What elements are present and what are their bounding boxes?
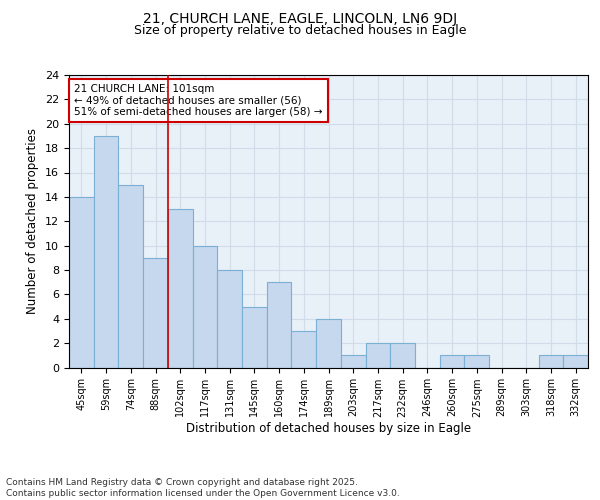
Bar	[168, 209, 193, 368]
Bar	[118, 184, 143, 368]
Bar	[316, 319, 341, 368]
Text: 21 CHURCH LANE: 101sqm
← 49% of detached houses are smaller (56)
51% of semi-det: 21 CHURCH LANE: 101sqm ← 49% of detached…	[74, 84, 323, 117]
Bar	[390, 343, 415, 367]
Text: 21, CHURCH LANE, EAGLE, LINCOLN, LN6 9DJ: 21, CHURCH LANE, EAGLE, LINCOLN, LN6 9DJ	[143, 12, 457, 26]
Bar	[69, 197, 94, 368]
Bar	[464, 356, 489, 368]
Bar	[440, 356, 464, 368]
Bar	[341, 356, 365, 368]
Bar	[193, 246, 217, 368]
Bar	[242, 306, 267, 368]
Bar	[143, 258, 168, 368]
Bar	[94, 136, 118, 368]
Bar	[365, 343, 390, 367]
Bar	[563, 356, 588, 368]
Bar	[217, 270, 242, 368]
Bar	[539, 356, 563, 368]
Text: Contains HM Land Registry data © Crown copyright and database right 2025.
Contai: Contains HM Land Registry data © Crown c…	[6, 478, 400, 498]
Y-axis label: Number of detached properties: Number of detached properties	[26, 128, 40, 314]
X-axis label: Distribution of detached houses by size in Eagle: Distribution of detached houses by size …	[186, 422, 471, 436]
Bar	[292, 331, 316, 368]
Bar	[267, 282, 292, 368]
Text: Size of property relative to detached houses in Eagle: Size of property relative to detached ho…	[134, 24, 466, 37]
